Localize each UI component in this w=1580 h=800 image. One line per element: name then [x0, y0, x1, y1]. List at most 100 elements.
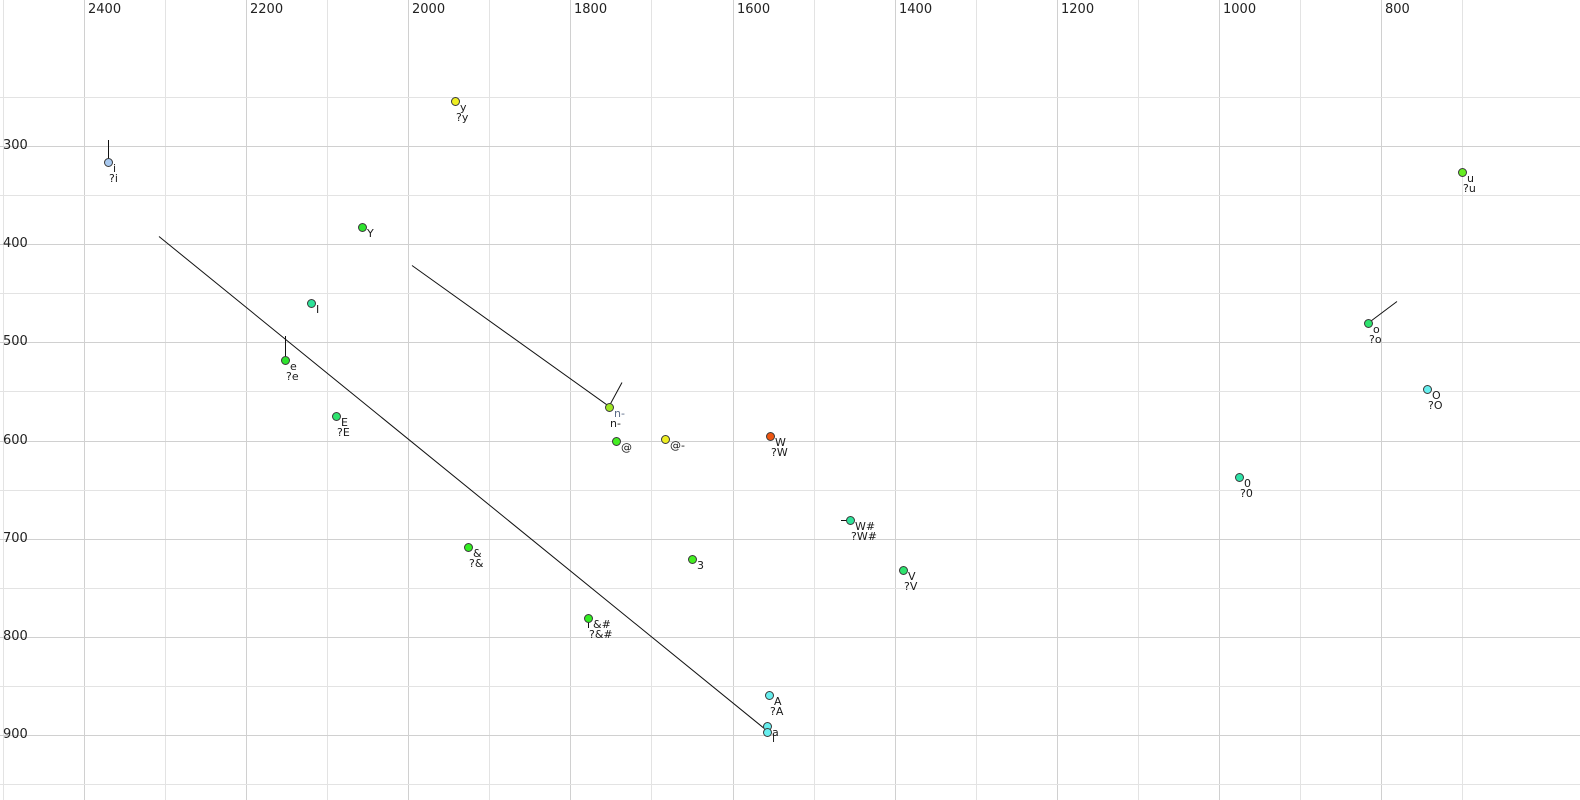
data-point-label-secondary: ?y [456, 111, 469, 124]
gridline-x-minor [165, 0, 166, 800]
data-point-label: i [113, 162, 117, 175]
y-axis-tick-label: 300 [3, 138, 28, 153]
x-axis-tick-label: 1400 [899, 2, 933, 17]
data-point-marker[interactable] [1235, 473, 1244, 482]
data-point-marker[interactable] [688, 555, 697, 564]
data-point-label-secondary: ?E [337, 426, 350, 439]
data-point-label: e [290, 360, 297, 373]
gridline-x-minor [489, 0, 490, 800]
x-axis-tick-label: 2000 [412, 2, 446, 17]
data-point-label-secondary: ?V [904, 580, 918, 593]
point-stem [108, 140, 109, 162]
data-point-label: n- [614, 407, 625, 420]
gridline-x-minor [1300, 0, 1301, 800]
y-axis-tick-label: 600 [3, 433, 28, 448]
data-point-marker[interactable] [281, 356, 290, 365]
data-point-label-secondary: ?O [1428, 399, 1443, 412]
data-point-marker[interactable] [605, 403, 614, 412]
y-axis-tick-label: 900 [3, 727, 28, 742]
data-point-label: W# [855, 520, 876, 533]
x-axis-tick-label: 2200 [250, 2, 284, 17]
data-point-marker[interactable] [464, 543, 473, 552]
gridline-y-minor [0, 686, 1580, 687]
data-point-marker[interactable] [1458, 168, 1467, 177]
data-point-marker[interactable] [451, 97, 460, 106]
point-stem [285, 336, 286, 360]
data-point-label: 0 [1244, 477, 1251, 490]
gridline-y-minor [0, 97, 1580, 98]
data-point-label: & [473, 547, 482, 560]
data-point-marker[interactable] [612, 437, 621, 446]
data-point-marker[interactable] [763, 728, 772, 737]
gridline-x-minor [327, 0, 328, 800]
x-axis-tick-label: 1800 [574, 2, 608, 17]
point-stem [841, 520, 850, 521]
gridline-x-major [895, 0, 896, 800]
data-point-marker[interactable] [307, 299, 316, 308]
data-point-label: y [460, 101, 467, 114]
gridline-y-minor [0, 391, 1580, 392]
data-point-marker[interactable] [899, 566, 908, 575]
data-point-label-secondary: ?A [770, 705, 784, 718]
gridline-x-major [570, 0, 571, 800]
data-point-marker[interactable] [358, 223, 367, 232]
data-point-label-secondary: ?i [109, 172, 118, 185]
data-point-label: V [908, 570, 916, 583]
gridline-x-minor [651, 0, 652, 800]
data-point-label: I [316, 303, 320, 316]
gridline-y-major [0, 539, 1580, 540]
data-point-marker[interactable] [1423, 385, 1432, 394]
data-point-label: u [1467, 172, 1474, 185]
y-axis-tick-label: 500 [3, 334, 28, 349]
data-point-marker[interactable] [765, 691, 774, 700]
gridline-x-minor [3, 0, 4, 800]
data-point-label: W [775, 436, 786, 449]
data-point-label-secondary: ?e [286, 370, 299, 383]
data-point-label: 3 [697, 559, 704, 572]
x-axis-tick-label: 800 [1385, 2, 1410, 17]
data-point-label: a [772, 726, 779, 739]
gridline-y-minor [0, 490, 1580, 491]
data-point-marker[interactable] [1364, 319, 1373, 328]
x-axis-tick-label: 1000 [1223, 2, 1257, 17]
gridline-y-major [0, 735, 1580, 736]
data-point-label: A [774, 695, 782, 708]
gridline-x-major [246, 0, 247, 800]
data-point-marker[interactable] [661, 435, 670, 444]
x-axis-tick-label: 2400 [88, 2, 122, 17]
gridline-y-major [0, 637, 1580, 638]
data-point-marker[interactable] [332, 412, 341, 421]
data-point-marker[interactable] [766, 432, 775, 441]
data-point-marker[interactable] [584, 614, 593, 623]
gridline-y-minor [0, 784, 1580, 785]
gridline-y-minor [0, 588, 1580, 589]
x-axis-tick-label: 1600 [737, 2, 771, 17]
gridline-y-minor [0, 195, 1580, 196]
data-point-label-secondary: ?&# [589, 628, 613, 641]
data-point-label: @- [670, 439, 685, 452]
x-axis-tick-label: 1200 [1061, 2, 1095, 17]
gridline-x-major [1381, 0, 1382, 800]
gridline-x-minor [1138, 0, 1139, 800]
data-point-marker[interactable] [104, 158, 113, 167]
gridline-x-major [733, 0, 734, 800]
gridline-y-major [0, 244, 1580, 245]
data-point-label-secondary: ?0 [1240, 487, 1253, 500]
data-point-label-secondary: ?W# [851, 530, 877, 543]
data-point-label: Y [367, 227, 374, 240]
y-axis-tick-label: 400 [3, 236, 28, 251]
gridline-x-major [84, 0, 85, 800]
gridline-y-major [0, 441, 1580, 442]
data-point-label: l [772, 732, 776, 745]
gridline-x-minor [976, 0, 977, 800]
gridline-y-major [0, 342, 1580, 343]
y-axis-tick-label: 800 [3, 629, 28, 644]
data-point-marker[interactable] [846, 516, 855, 525]
data-point-label: &# [593, 618, 611, 631]
data-point-label-secondary: ?o [1369, 333, 1382, 346]
data-point-label: E [341, 416, 348, 429]
